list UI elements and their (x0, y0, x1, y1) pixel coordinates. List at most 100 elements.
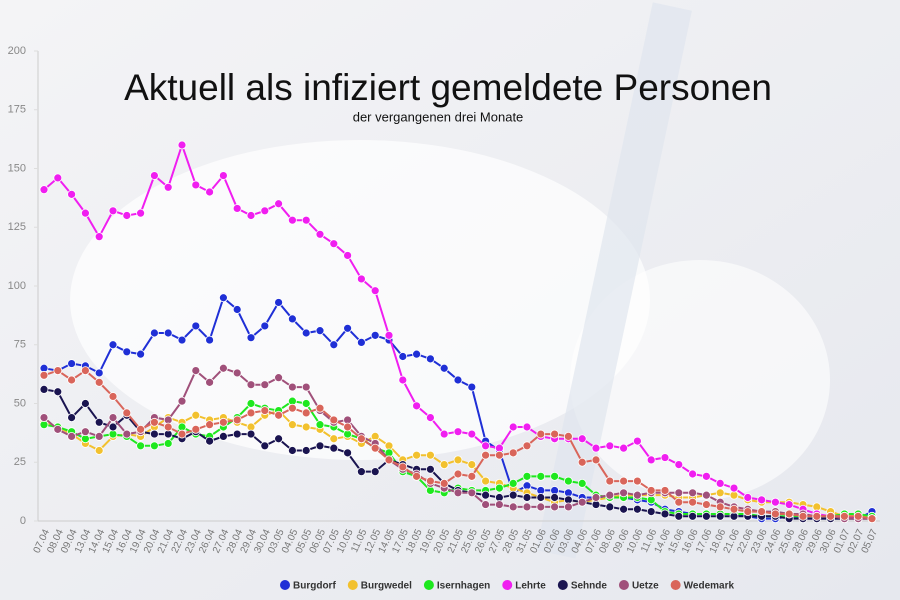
data-point (356, 467, 366, 477)
data-point (274, 434, 284, 444)
data-point (218, 171, 228, 180)
data-point (453, 455, 463, 465)
y-tick-label: 100 (8, 280, 26, 292)
data-point (522, 471, 532, 481)
data-point (246, 380, 256, 390)
data-point (136, 424, 146, 434)
y-tick-label: 150 (8, 162, 26, 174)
data-point (508, 422, 518, 432)
data-point (702, 490, 711, 500)
data-point (494, 483, 504, 493)
data-point (702, 500, 711, 509)
data-point (439, 478, 449, 488)
data-point (53, 424, 63, 434)
data-point (163, 439, 173, 448)
data-point (260, 406, 270, 415)
data-point (646, 507, 656, 517)
data-point (370, 443, 380, 453)
data-point (757, 507, 766, 517)
data-point (301, 446, 311, 455)
data-point (467, 460, 477, 470)
data-point (191, 180, 201, 190)
legend-label: Burgwedel (361, 581, 412, 592)
data-point (218, 293, 228, 303)
data-point (467, 488, 477, 498)
data-point (260, 321, 270, 331)
data-point (287, 382, 297, 392)
data-point (67, 189, 76, 199)
data-point (246, 399, 256, 408)
data-point (370, 330, 380, 340)
legend-label: Isernhagen (437, 581, 490, 592)
data-point (274, 373, 284, 383)
data-point (356, 274, 366, 284)
data-point (674, 497, 684, 507)
data-point (205, 436, 215, 446)
data-point (39, 185, 49, 195)
data-point (591, 455, 601, 465)
data-point (108, 422, 118, 432)
data-point (522, 493, 532, 502)
data-point (853, 511, 863, 521)
data-point (564, 431, 573, 441)
legend-label: Uetze (632, 581, 659, 592)
legend-label: Lehrte (515, 581, 546, 592)
data-point (425, 413, 435, 423)
data-point (481, 490, 491, 500)
data-point (743, 507, 753, 517)
data-point (232, 204, 242, 213)
y-tick-label: 0 (20, 515, 26, 527)
data-point (715, 511, 725, 521)
data-point (287, 314, 297, 324)
data-point (674, 460, 684, 470)
data-point (260, 380, 270, 390)
data-point (205, 335, 215, 345)
data-point (481, 441, 491, 451)
data-point (343, 448, 353, 458)
data-point (660, 486, 670, 495)
data-point (412, 349, 422, 359)
data-point (163, 328, 173, 338)
data-point (398, 462, 408, 472)
data-point (67, 413, 76, 423)
y-tick-label: 125 (8, 221, 26, 233)
data-point (633, 504, 642, 514)
data-point (384, 330, 394, 340)
data-point (39, 384, 49, 394)
data-point (577, 497, 587, 507)
data-point (674, 511, 684, 521)
data-point (81, 399, 90, 408)
legend-marker (423, 580, 434, 590)
data-point (425, 450, 435, 460)
data-point (798, 511, 808, 521)
data-point (619, 504, 628, 514)
data-point (674, 488, 684, 498)
data-point (94, 431, 104, 441)
data-point (191, 366, 201, 376)
y-tick-label: 200 (8, 45, 26, 57)
data-point (53, 173, 63, 183)
data-point (508, 448, 518, 458)
data-point (94, 368, 104, 378)
data-point (260, 206, 270, 216)
data-point (715, 502, 725, 512)
data-point (94, 446, 104, 455)
data-point (315, 326, 325, 336)
data-point (301, 382, 311, 392)
data-point (453, 375, 463, 385)
data-point (702, 511, 711, 521)
data-point (246, 333, 256, 343)
data-point (439, 429, 449, 439)
data-point (136, 349, 146, 359)
data-point (688, 488, 697, 498)
data-point (784, 500, 794, 509)
data-point (771, 497, 780, 507)
data-point (81, 366, 90, 376)
data-point (688, 497, 697, 507)
data-point (94, 232, 104, 242)
data-point (494, 450, 504, 460)
data-point (577, 478, 587, 488)
data-point (315, 420, 325, 430)
data-point (301, 399, 311, 408)
data-point (191, 410, 201, 420)
